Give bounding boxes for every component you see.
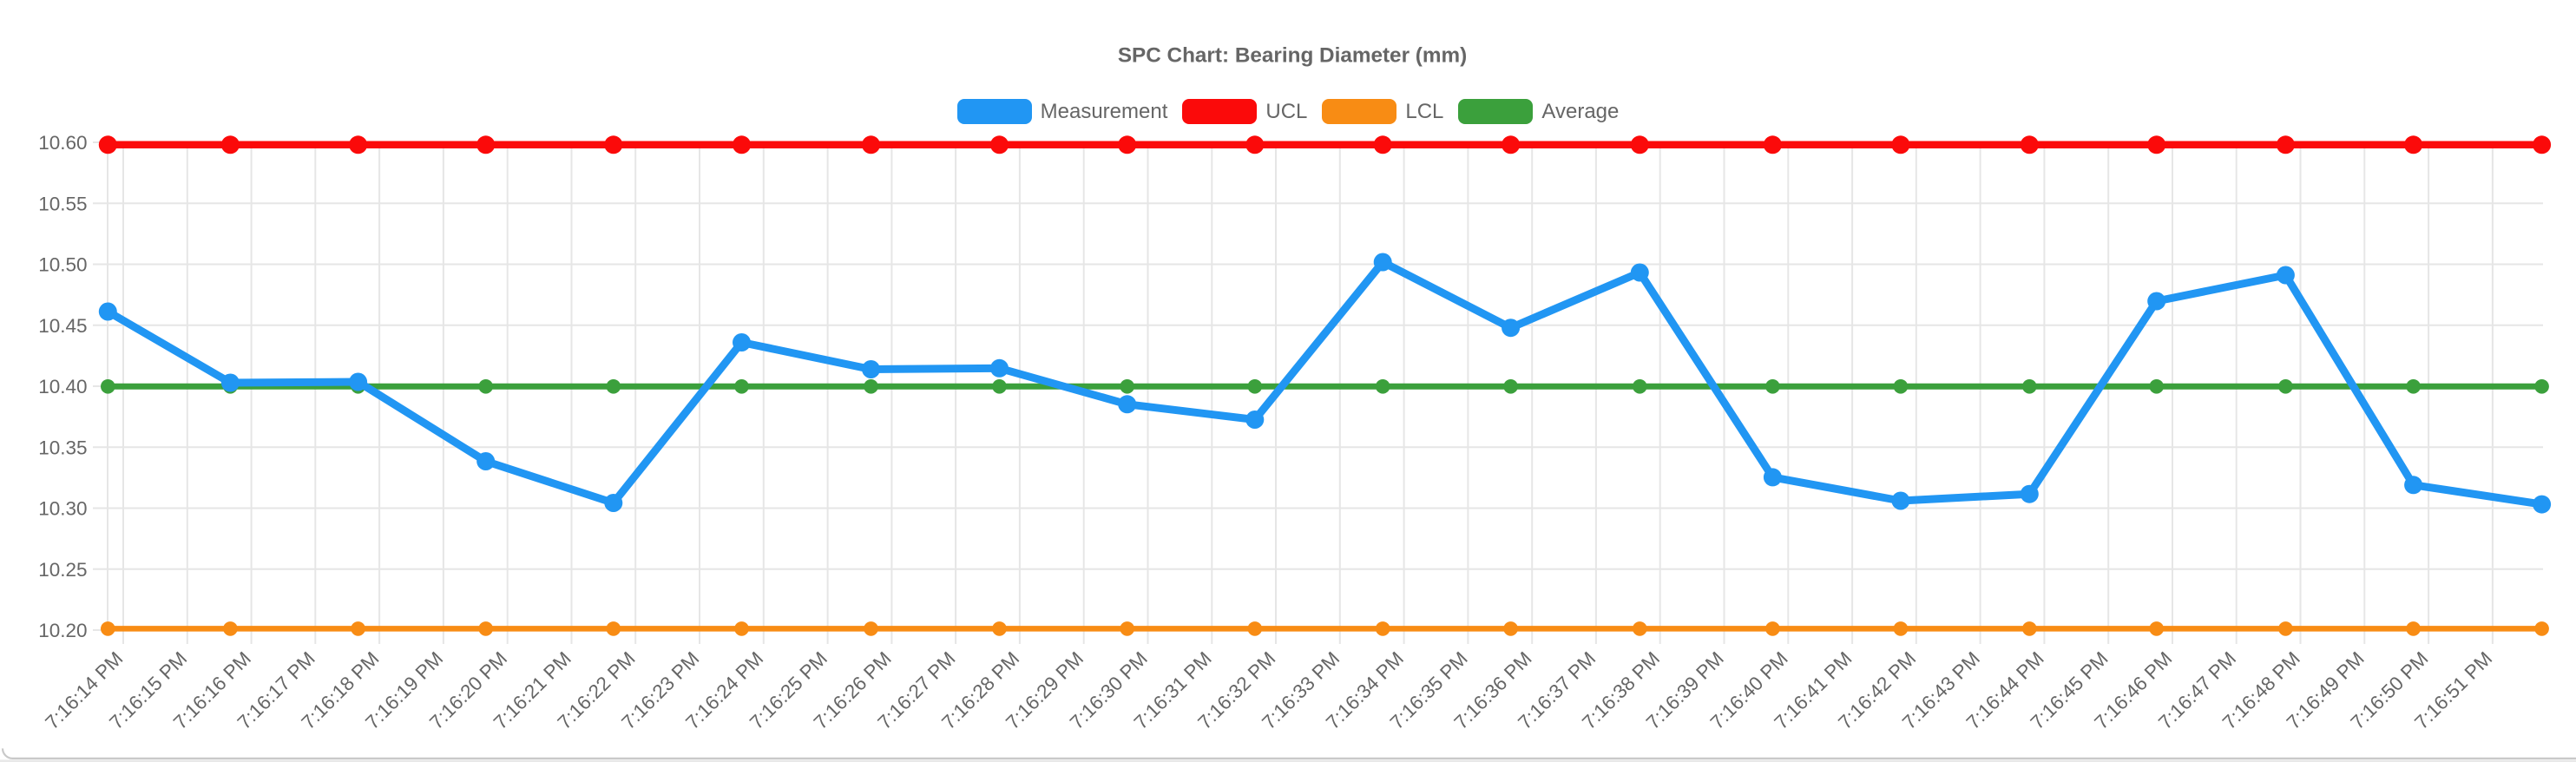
svg-text:10.20: 10.20 [38,620,87,641]
svg-text:10.55: 10.55 [38,193,87,214]
svg-text:SPC Chart: Bearing Diameter (m: SPC Chart: Bearing Diameter (mm) [1118,44,1467,68]
svg-text:10.40: 10.40 [38,376,87,397]
svg-text:10.50: 10.50 [38,254,87,276]
svg-text:10.25: 10.25 [38,559,87,581]
svg-text:10.45: 10.45 [38,315,87,337]
svg-text:10.30: 10.30 [38,498,87,520]
svg-text:10.60: 10.60 [38,132,87,154]
svg-text:10.35: 10.35 [38,437,87,459]
